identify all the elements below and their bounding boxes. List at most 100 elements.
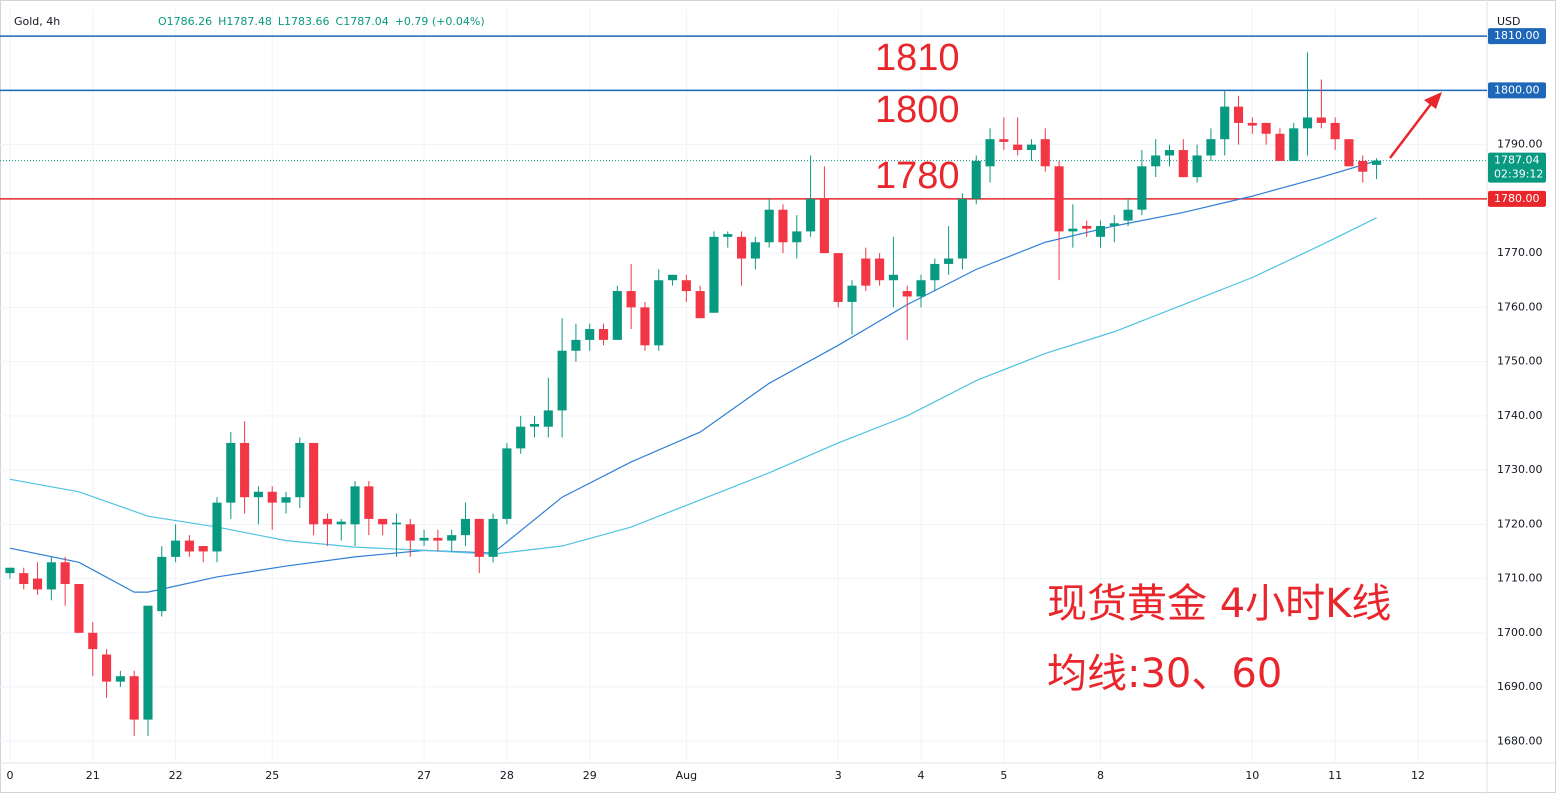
candle-body [281,497,291,503]
candle-body [1109,223,1119,226]
candle-body [1082,225,1092,229]
candle-body [1247,122,1257,126]
candle-body [212,502,222,552]
candle-body [723,234,733,237]
candle-body [957,198,967,259]
candle-body [1316,117,1326,123]
level-label-box [1488,190,1546,207]
candle-body [378,518,388,525]
candle-body [60,562,70,584]
y-tick-label: 1690.00 [1497,680,1543,693]
candle-body [902,291,912,297]
candle-body [474,518,484,557]
candle-body [253,491,263,498]
y-tick-label: 1750.00 [1497,355,1543,368]
candle-body [681,280,691,292]
candle-body [916,280,926,297]
candle-body [1164,150,1175,156]
x-tick-label: 27 [417,769,431,782]
x-tick-label: 22 [169,769,183,782]
candle-body [419,537,429,541]
level-label-box [1488,82,1546,99]
x-tick-label: 21 [86,769,100,782]
candle-body [985,139,995,167]
x-tick-label: 3 [835,769,842,782]
arrow-head [1424,92,1442,109]
candle-body [999,139,1009,142]
currency: USD [1497,15,1521,28]
candle-body [571,339,581,351]
candle-body [1275,133,1285,161]
ohlc-value: C1787.04 [336,15,389,28]
candle-body [1220,106,1230,140]
x-tick-label: 5 [1000,769,1007,782]
candle-body [1013,144,1023,151]
candle-body [46,562,56,590]
candle-body [792,231,802,243]
candle-body [5,567,15,574]
ohlc-value: H1787.48 [218,15,272,28]
candle-body [750,242,760,259]
candle-body [1302,117,1313,129]
candle-body [267,491,277,503]
candle-body [1178,150,1188,178]
candle-body [32,578,43,590]
candle-body [488,518,498,557]
candle-body [1026,144,1037,151]
candle-body [198,546,208,552]
candle-body [295,442,305,498]
candle-body [433,537,443,541]
caption: 均线:30、60 [1047,651,1282,697]
level-label-box [1488,28,1546,45]
caption: 现货黄金 4小时K线 [1047,581,1391,627]
overlay: Gold, 4h USD 1810 1800 1780 现货黄金 4小时K线 均… [6,15,1546,782]
candle-body [336,521,346,525]
candle-body [888,274,898,281]
candle-body [1095,225,1106,237]
candle-body [709,236,719,313]
candle-body [1206,139,1216,156]
candle-body [819,198,829,254]
candle-body [529,423,540,427]
candle-body [1289,128,1299,161]
candle-body [667,274,678,281]
candle-body [1040,139,1050,167]
x-tick-label: 4 [918,769,925,782]
candle-body [1233,106,1244,123]
candle-body [405,524,415,541]
candle-body [1344,139,1354,167]
candle-body [1261,122,1271,134]
moving-average [9,217,1377,555]
candle-body [115,676,125,682]
candle-body [322,518,332,525]
last-price-box [1488,152,1546,183]
candle-body [557,350,567,411]
candle-body [102,654,112,682]
candle-body [806,198,816,232]
y-tick-label: 1700.00 [1497,626,1543,639]
candle-body [737,236,747,259]
annotation: 1810 [875,37,960,79]
x-tick-label: Aug [676,769,697,782]
moving-average [9,160,1377,593]
y-tick-label: 1730.00 [1497,463,1543,476]
candle-body [612,291,622,340]
candle-body [240,442,250,498]
candle-body [695,291,705,319]
y-tick-label: 1740.00 [1497,409,1543,422]
candle-body [364,486,374,519]
candle-body [598,329,609,340]
grid [0,9,1487,763]
candle-body [944,258,954,264]
arrow [1389,99,1435,159]
x-tick-label: 12 [1411,769,1425,782]
candle-body [654,280,664,346]
candle-body [1330,122,1340,140]
candle-body [1358,160,1368,172]
x-tick-label: 0 [6,769,13,782]
y-tick-label: 1760.00 [1497,300,1543,313]
candle-body [502,448,512,519]
countdown: 02:39:12 [1494,168,1543,181]
candle-body [226,442,236,503]
